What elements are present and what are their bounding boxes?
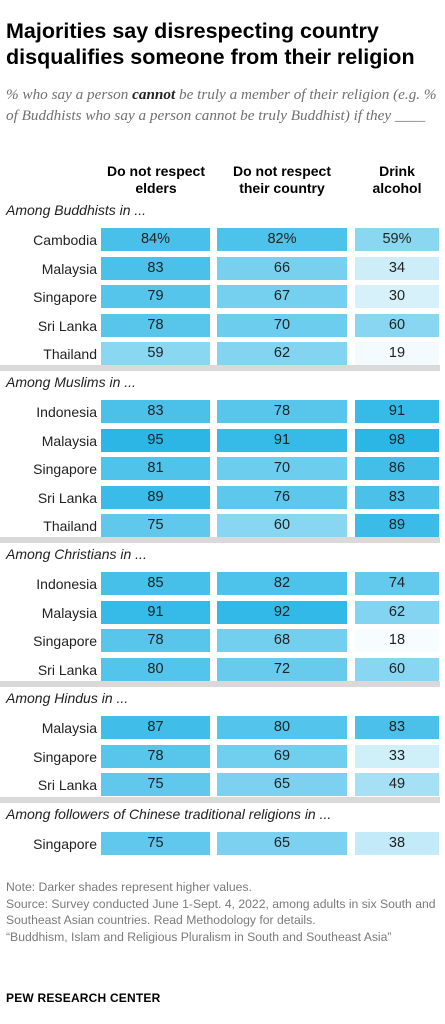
section-label: Among Christians in ... [6,546,147,562]
subtitle-emphasis: cannot [132,86,176,103]
row-label: Thailand [43,346,97,362]
value-cell: 75 [101,773,210,796]
value-cell: 59 [101,342,210,365]
column-header-alcohol: Drink alcohol [372,163,422,196]
value-cell: 86 [355,457,439,480]
section-divider [0,537,440,543]
section-label: Among Hindus in ... [6,690,129,706]
value-cell: 70 [217,457,347,480]
value-cell: 82 [217,572,347,595]
value-cell: 79 [101,285,210,308]
value-cell: 84% [101,228,210,251]
value-cell: 75 [101,514,210,537]
value-cell: 62 [355,600,439,624]
value-cell: 78 [101,313,210,337]
value-cell: 65 [217,832,347,855]
row-label: Singapore [33,461,97,477]
value-cell: 49 [355,773,439,796]
row-label: Singapore [33,289,97,305]
value-cell: 98 [355,428,439,452]
value-cell: 89 [101,485,210,509]
section-divider [0,365,440,371]
subtitle-text-after: be truly a member of their religion (e.g… [6,86,437,124]
chart-title: Majorities say disrespecting country dis… [6,19,415,69]
value-cell: 92 [217,600,347,624]
value-cell: 75 [101,832,210,855]
value-cell: 59% [355,228,439,251]
note-report-title: “Buddhism, Islam and Religious Pluralism… [6,929,392,944]
section-divider [0,681,440,687]
value-cell: 66 [217,256,347,280]
value-cell: 87 [101,716,210,739]
value-cell: 60 [355,313,439,337]
value-cell: 89 [355,514,439,537]
value-cell: 81 [101,457,210,480]
value-cell: 91 [217,428,347,452]
value-cell: 82% [217,228,347,251]
value-cell: 19 [355,342,439,365]
value-cell: 83 [101,256,210,280]
value-cell: 78 [101,744,210,768]
row-label: Sri Lanka [37,489,97,506]
value-cell: 65 [217,773,347,796]
row-label: Malaysia [41,720,97,736]
value-cell: 83 [355,485,439,509]
section-label: Among Muslims in ... [6,374,136,390]
value-cell: 69 [217,744,347,768]
pew-footer: PEW RESEARCH CENTER [6,991,161,1005]
section-divider [0,797,440,803]
value-cell: 80 [101,657,210,681]
value-cell: 34 [355,256,439,280]
subtitle-text-before: % who say a person [6,86,133,103]
chart-notes: Note: Darker shades represent higher val… [6,879,442,945]
value-cell: 85 [101,572,210,595]
column-header-country: Do not respect their country [232,163,331,196]
value-cell: 91 [355,400,439,423]
value-cell: 60 [355,657,439,681]
value-cell: 91 [101,600,210,624]
value-cell: 74 [355,572,439,595]
row-label: Indonesia [36,404,97,420]
value-cell: 33 [355,744,439,768]
value-cell: 76 [217,485,347,509]
value-cell: 38 [355,832,439,855]
value-cell: 18 [355,629,439,652]
row-label: Sri Lanka [37,661,97,678]
value-cell: 78 [217,400,347,423]
row-label: Malaysia [41,604,97,621]
row-label: Indonesia [36,576,97,592]
value-cell: 83 [101,400,210,423]
value-cell: 83 [355,716,439,739]
value-cell: 95 [101,428,210,452]
note-source: Source: Survey conducted June 1-Sept. 4,… [6,896,436,928]
row-label: Singapore [33,748,97,765]
value-cell: 67 [217,285,347,308]
value-cell: 78 [101,629,210,652]
chart-subtitle: % who say a person cannot be truly a mem… [6,84,438,126]
row-label: Singapore [33,836,97,852]
row-label: Singapore [33,633,97,649]
row-label: Sri Lanka [37,317,97,334]
row-label: Malaysia [41,432,97,449]
section-label: Among followers of Chinese traditional r… [6,806,332,822]
value-cell: 80 [217,716,347,739]
value-cell: 62 [217,342,347,365]
value-cell: 68 [217,629,347,652]
value-cell: 30 [355,285,439,308]
row-label: Malaysia [41,260,97,277]
note-shading: Note: Darker shades represent higher val… [6,880,252,894]
row-label: Thailand [43,518,97,534]
section-label: Among Buddhists in ... [6,202,147,218]
value-cell: 60 [217,514,347,537]
row-label: Sri Lanka [37,777,97,793]
value-cell: 70 [217,313,347,337]
column-header-elders: Do not respect elders [106,163,205,196]
value-cell: 72 [217,657,347,681]
row-label: Cambodia [33,232,97,248]
